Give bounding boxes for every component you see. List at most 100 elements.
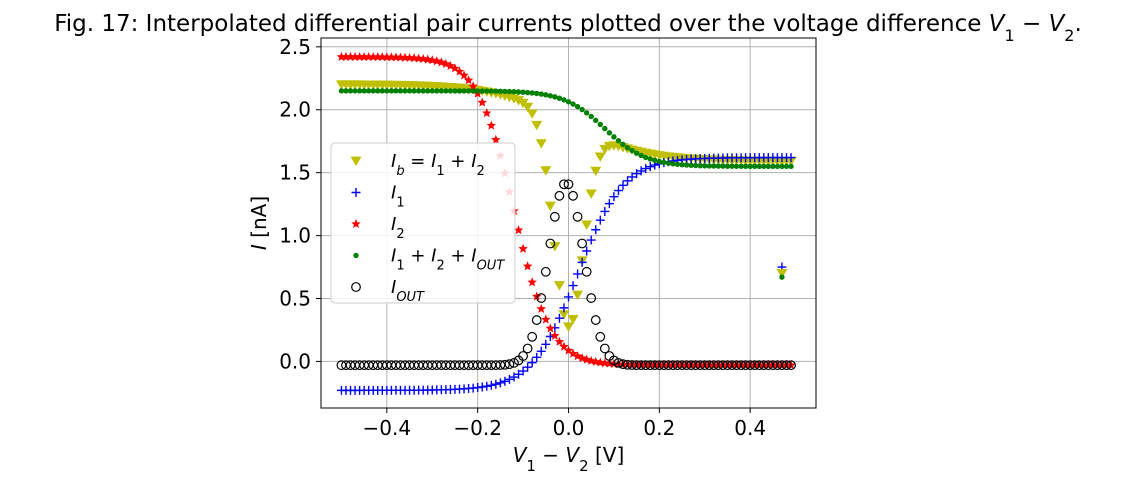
- point-i1: [523, 362, 533, 372]
- point-i1: [641, 164, 651, 174]
- point-sum: [761, 163, 767, 170]
- point-ib: [567, 314, 579, 325]
- point-i1: [518, 366, 528, 376]
- point-sum: [465, 88, 472, 94]
- point-sum: [370, 88, 376, 94]
- point-i1: [577, 257, 587, 267]
- point-sum: [388, 88, 395, 94]
- point-i2: [409, 53, 419, 63]
- point-sum: [447, 88, 454, 94]
- point-ib: [535, 139, 547, 149]
- point-i2: [377, 52, 388, 62]
- point-i1: [554, 313, 564, 323]
- point-iout: [613, 358, 624, 368]
- point-i2: [604, 358, 615, 368]
- point-sum: [484, 88, 490, 94]
- point-sum: [711, 163, 717, 169]
- point-i2: [368, 52, 378, 62]
- point-i1: [591, 225, 601, 235]
- point-i2: [341, 51, 351, 61]
- point-i1: [482, 381, 492, 391]
- point-i2: [563, 345, 574, 355]
- point-iout: [518, 351, 528, 361]
- point-i1: [618, 180, 628, 190]
- point-i2: [386, 52, 397, 62]
- point-i2: [345, 51, 356, 61]
- point-i2: [527, 277, 537, 287]
- point-sum: [443, 88, 449, 94]
- point-sum: [652, 157, 658, 164]
- point-iout: [540, 266, 551, 277]
- point-i2: [518, 243, 528, 253]
- legend-label-ib: Ib = I1 + I2: [391, 151, 485, 179]
- point-iout: [549, 211, 560, 222]
- point-sum: [756, 163, 762, 170]
- point-sum: [425, 88, 431, 94]
- point-i1: [477, 382, 487, 392]
- point-i2: [463, 75, 474, 85]
- legend: Ib = I1 + I2 I1 I2 I1 + I2 + IOUT IOUT: [330, 142, 516, 305]
- point-i2: [590, 356, 601, 366]
- point-i2: [522, 261, 533, 271]
- point-i1: [527, 358, 537, 368]
- point-sum: [438, 88, 445, 94]
- point-iout: [504, 359, 515, 370]
- legend-marker-i1: [351, 188, 361, 197]
- point-sum: [724, 163, 731, 169]
- point-i2: [600, 358, 610, 368]
- point-i2: [545, 323, 556, 333]
- point-i2: [404, 52, 415, 62]
- point-i1: [623, 176, 633, 186]
- point-sum: [524, 89, 531, 96]
- point-i2: [363, 51, 374, 62]
- series-iout: [336, 179, 796, 371]
- point-sum: [347, 88, 354, 94]
- point-sum: [606, 130, 613, 136]
- point-sum: [788, 163, 794, 170]
- point-sum: [638, 152, 644, 159]
- point-sum: [343, 88, 349, 94]
- point-i2: [336, 51, 347, 61]
- point-i1: [582, 246, 592, 256]
- point-i2: [454, 66, 465, 76]
- point-sum: [384, 88, 390, 94]
- point-sum: [692, 162, 699, 169]
- point-sum: [488, 88, 494, 94]
- point-ib: [540, 166, 552, 176]
- point-sum: [497, 88, 504, 95]
- point-i1: [645, 162, 655, 172]
- legend-label-sum: I1 + I2 + IOUT: [391, 246, 505, 274]
- point-i1: [564, 292, 573, 302]
- point-sum: [656, 158, 663, 165]
- point-sum: [779, 163, 785, 170]
- point-i2: [450, 63, 460, 73]
- point-sum: [643, 154, 649, 161]
- point-iout: [545, 238, 556, 249]
- point-i2: [486, 120, 497, 130]
- point-i2: [595, 357, 606, 367]
- point-sum: [683, 162, 690, 168]
- y-tick-label: 0.0: [279, 349, 311, 373]
- point-i2: [373, 52, 383, 62]
- legend-marker-sum: [353, 252, 359, 259]
- point-sum: [620, 141, 626, 148]
- point-i2: [422, 54, 433, 64]
- point-sum: [574, 103, 581, 110]
- point-i2: [531, 291, 542, 301]
- point-i2: [550, 330, 560, 340]
- point-sum: [602, 125, 608, 132]
- point-sum: [670, 161, 676, 167]
- point-sum: [579, 106, 585, 113]
- point-i2: [359, 51, 369, 61]
- point-i1: [573, 269, 583, 279]
- point-ib: [553, 281, 565, 291]
- point-sum: [506, 88, 513, 95]
- point-ib: [558, 310, 570, 320]
- point-sum: [565, 99, 572, 105]
- point-i2: [395, 52, 406, 62]
- point-iout: [599, 343, 610, 354]
- point-sum: [593, 117, 599, 124]
- point-sum: [738, 163, 744, 169]
- x-tick-label: −0.4: [363, 416, 412, 440]
